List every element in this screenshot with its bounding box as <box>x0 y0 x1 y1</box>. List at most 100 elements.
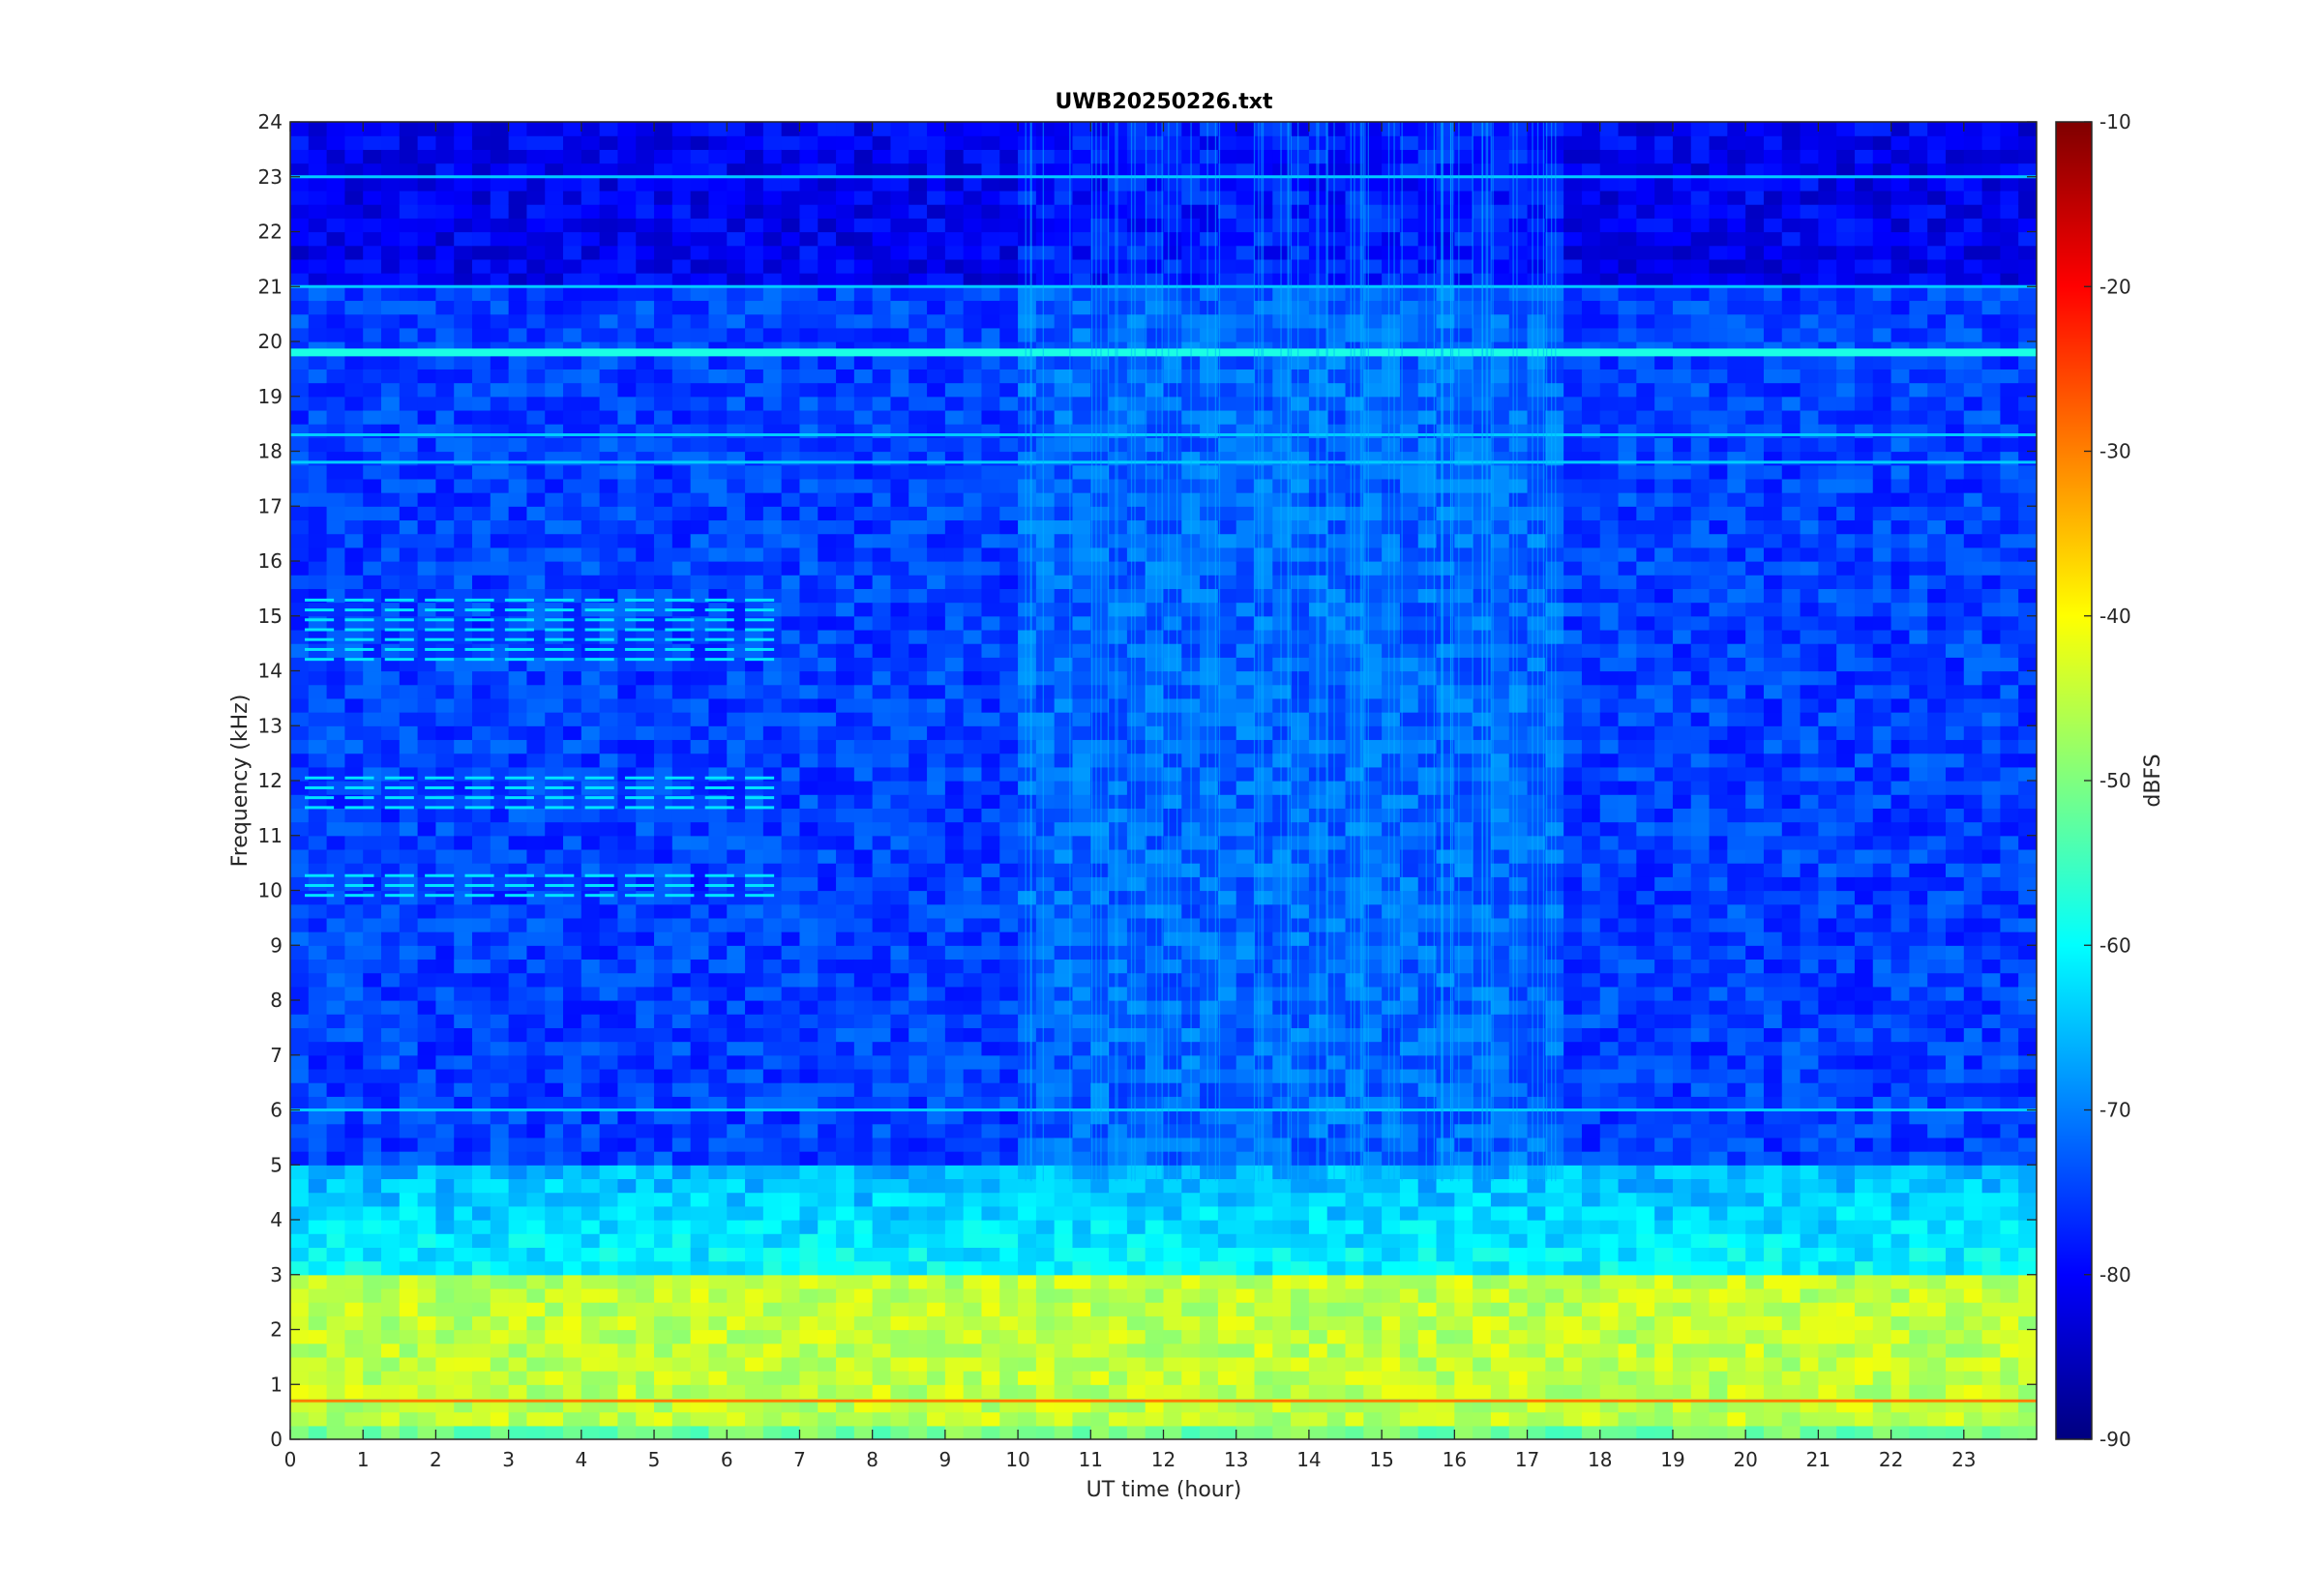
heatmap-cell <box>308 1165 328 1180</box>
heatmap-cell <box>944 1343 965 1358</box>
heatmap-cell <box>927 1096 946 1111</box>
heatmap-cell <box>290 670 310 686</box>
heatmap-cell <box>526 478 546 493</box>
heatmap-cell <box>599 163 619 178</box>
heatmap-cell <box>290 1356 310 1372</box>
heatmap-cell <box>1035 135 1056 150</box>
heatmap-cell <box>617 1165 637 1180</box>
heatmap-cell <box>636 533 655 548</box>
heatmap-cell <box>508 122 528 136</box>
heatmap-cell <box>872 945 892 961</box>
heatmap-cell <box>908 863 928 877</box>
heatmap-cell <box>290 204 310 219</box>
heatmap-cell <box>636 1329 655 1345</box>
heatmap-cell <box>1181 1233 1201 1248</box>
heatmap-cell <box>690 245 710 260</box>
heatmap-cell <box>381 492 401 507</box>
heatmap-cell <box>708 629 728 644</box>
heatmap-cell <box>1126 917 1146 932</box>
heatmap-cell <box>654 492 673 507</box>
heatmap-cell <box>762 561 783 576</box>
heatmap-cell <box>690 258 710 274</box>
heatmap-cell <box>399 506 419 521</box>
heatmap-cell <box>963 519 983 535</box>
heatmap-cell <box>545 1411 564 1427</box>
heatmap-cell <box>1200 327 1219 342</box>
heatmap-cell <box>417 273 437 287</box>
heatmap-cell <box>617 409 637 425</box>
heatmap-cell <box>981 533 1000 548</box>
heatmap-cell <box>545 684 564 699</box>
heatmap-cell <box>836 1220 855 1234</box>
heatmap-cell <box>508 739 528 754</box>
heatmap-cell <box>1217 218 1237 233</box>
heatmap-cell <box>508 808 528 823</box>
heatmap-cell <box>290 547 310 562</box>
heatmap-cell <box>1054 615 1074 631</box>
heatmap-cell <box>1109 204 1128 219</box>
heatmap-cell <box>1035 1205 1056 1221</box>
heatmap-cell <box>1145 231 1165 247</box>
heatmap-cell <box>344 712 364 726</box>
heatmap-cell <box>908 313 928 329</box>
heatmap-cell <box>999 1109 1019 1125</box>
heatmap-cell <box>344 135 364 150</box>
heatmap-cell <box>671 149 692 164</box>
heatmap-cell <box>617 739 637 754</box>
heatmap-cell <box>908 917 928 932</box>
heatmap-cell <box>890 986 909 1001</box>
heatmap-cell <box>781 258 801 274</box>
heatmap-cell <box>344 1371 364 1385</box>
heatmap-cell <box>508 1137 528 1152</box>
heatmap-cell <box>1090 396 1110 411</box>
heatmap-cell <box>290 286 310 302</box>
heatmap-cell <box>1090 1260 1110 1276</box>
heatmap-cell <box>344 1329 364 1345</box>
heatmap-cell <box>1035 1137 1056 1152</box>
heatmap-cell <box>999 273 1019 287</box>
heatmap-cell <box>1018 588 1037 604</box>
heatmap-cell <box>1090 382 1110 398</box>
heatmap-cell <box>836 1137 855 1152</box>
heatmap-cell <box>417 575 437 589</box>
heatmap-cell <box>381 231 401 247</box>
heatmap-cell <box>399 629 419 644</box>
heatmap-cell <box>636 1233 655 1248</box>
heatmap-cell <box>981 149 1000 164</box>
heatmap-cell <box>963 369 983 384</box>
heatmap-cell <box>745 1096 764 1111</box>
heatmap-cell <box>381 712 401 726</box>
heatmap-cell <box>1035 739 1056 754</box>
heatmap-cell <box>853 313 874 329</box>
heatmap-cell <box>508 1233 528 1248</box>
heatmap-cell <box>381 848 401 864</box>
heatmap-cell <box>1054 835 1074 850</box>
heatmap-cell <box>1054 794 1074 809</box>
heatmap-cell <box>671 286 692 302</box>
heatmap-cell <box>1018 286 1037 302</box>
heatmap-cell <box>781 409 801 425</box>
heatmap-cell <box>963 1041 983 1056</box>
heatmap-cell <box>927 931 946 946</box>
heatmap-cell <box>836 643 855 658</box>
heatmap-cell <box>1072 1178 1091 1194</box>
heatmap-cell <box>617 1000 637 1015</box>
heatmap-cell <box>654 273 673 287</box>
heatmap-cell <box>981 917 1000 932</box>
heatmap-cell <box>1035 519 1056 535</box>
heatmap-cell <box>799 122 819 136</box>
heatmap-cell <box>963 575 983 589</box>
heatmap-cell <box>999 808 1019 823</box>
heatmap-cell <box>762 1027 783 1043</box>
heatmap-cell <box>890 258 909 274</box>
heatmap-cell <box>1163 917 1182 932</box>
heatmap-cell <box>344 1411 364 1427</box>
heatmap-cell <box>836 657 855 672</box>
heatmap-cell <box>818 917 837 932</box>
heatmap-cell <box>781 547 801 562</box>
heatmap-cell <box>671 437 692 453</box>
heatmap-cell <box>671 327 692 342</box>
heatmap-cell <box>944 697 965 713</box>
heatmap-cell <box>1217 739 1237 754</box>
heatmap-cell <box>799 986 819 1001</box>
